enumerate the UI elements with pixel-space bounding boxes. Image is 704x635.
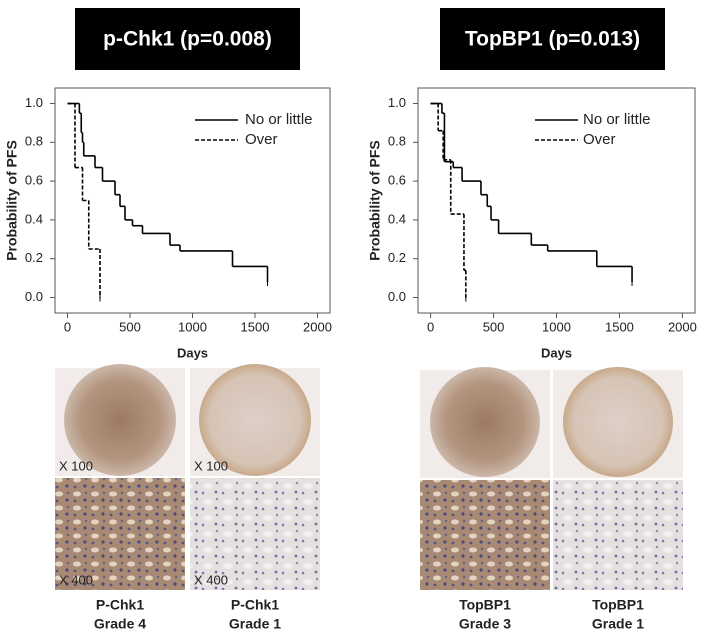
y-tick-label: 0.2 [388, 250, 406, 265]
grade-label: Grade 1 [229, 616, 281, 632]
y-tick-label: 0.4 [25, 211, 43, 226]
legend-label: No or little [583, 111, 651, 128]
tissue-image [55, 478, 185, 590]
marker-label: TopBP1 [459, 597, 511, 613]
y-tick-label: 0.8 [25, 134, 43, 149]
y-tick-label: 0.2 [25, 250, 43, 265]
y-axis-label: Probability of PFS [4, 140, 20, 261]
magnification-label: X 100 [59, 458, 93, 473]
grade-label: Grade 1 [592, 616, 644, 632]
tissue-image [420, 480, 550, 590]
y-tick-label: 0.0 [25, 289, 43, 304]
grade-label: Grade 4 [94, 616, 146, 632]
marker-label: TopBP1 [592, 597, 644, 613]
tissue-core [64, 364, 176, 476]
tissue-image [553, 480, 683, 590]
x-tick-label: 500 [483, 319, 505, 334]
y-tick-label: 0.8 [388, 134, 406, 149]
x-tick-label: 2000 [668, 319, 697, 334]
magnification-label: X 100 [194, 458, 228, 473]
tissue-images [55, 364, 683, 590]
x-axis-label: Days [541, 345, 572, 360]
plot-frame [417, 87, 696, 314]
tissue-image [190, 478, 320, 590]
chart-title: TopBP1 (p=0.013) [465, 28, 640, 51]
x-tick-label: 1000 [178, 319, 207, 334]
legend-label: No or little [245, 111, 313, 128]
title-box [440, 8, 665, 70]
x-tick-label: 0 [427, 319, 434, 334]
marker-label: P-Chk1 [96, 597, 144, 613]
tissue-core [563, 367, 673, 477]
y-tick-label: 0.0 [388, 289, 406, 304]
x-tick-label: 1500 [605, 319, 634, 334]
legend-label: Over [583, 131, 616, 148]
grade-label: Grade 3 [459, 616, 511, 632]
title-box [75, 8, 300, 70]
x-tick-label: 500 [119, 319, 141, 334]
magnification-label: X 400 [194, 572, 228, 587]
legend-label: Over [245, 131, 278, 148]
y-tick-label: 1.0 [25, 95, 43, 110]
tissue-core [199, 364, 311, 476]
x-tick-label: 1500 [241, 319, 270, 334]
y-tick-label: 0.6 [388, 173, 406, 188]
y-tick-label: 0.6 [25, 173, 43, 188]
y-tick-label: 0.4 [388, 211, 406, 226]
x-tick-label: 0 [64, 319, 71, 334]
tissue-core [430, 367, 540, 477]
x-tick-label: 1000 [542, 319, 571, 334]
y-tick-label: 1.0 [388, 95, 406, 110]
x-axis-label: Days [177, 345, 208, 360]
chart-title: p-Chk1 (p=0.008) [103, 28, 272, 51]
y-axis-label: Probability of PFS [367, 140, 383, 261]
x-tick-label: 2000 [303, 319, 332, 334]
marker-label: P-Chk1 [231, 597, 279, 613]
magnification-label: X 400 [59, 572, 93, 587]
